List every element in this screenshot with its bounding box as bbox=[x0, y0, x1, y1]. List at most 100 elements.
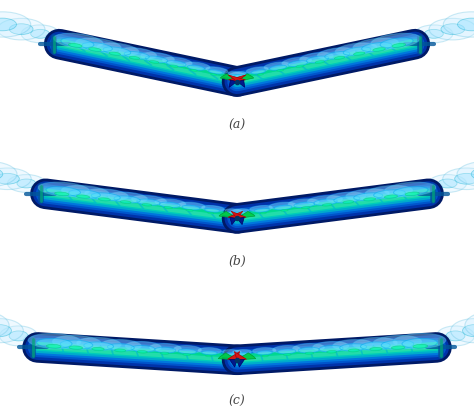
Ellipse shape bbox=[160, 352, 169, 354]
Ellipse shape bbox=[371, 33, 420, 49]
Polygon shape bbox=[230, 218, 237, 225]
Ellipse shape bbox=[381, 340, 414, 349]
Ellipse shape bbox=[277, 349, 296, 354]
Ellipse shape bbox=[89, 47, 101, 51]
Ellipse shape bbox=[465, 311, 474, 339]
Ellipse shape bbox=[273, 346, 300, 353]
Ellipse shape bbox=[0, 318, 23, 343]
Ellipse shape bbox=[178, 349, 197, 354]
Ellipse shape bbox=[314, 199, 337, 205]
Ellipse shape bbox=[234, 211, 246, 215]
Ellipse shape bbox=[415, 25, 453, 43]
Polygon shape bbox=[228, 211, 243, 218]
Ellipse shape bbox=[364, 198, 376, 201]
Ellipse shape bbox=[269, 65, 287, 70]
Ellipse shape bbox=[163, 57, 192, 66]
Ellipse shape bbox=[408, 35, 422, 42]
Ellipse shape bbox=[269, 202, 296, 209]
Ellipse shape bbox=[23, 333, 52, 349]
Ellipse shape bbox=[53, 335, 101, 349]
Ellipse shape bbox=[380, 38, 413, 48]
Ellipse shape bbox=[325, 52, 350, 59]
Ellipse shape bbox=[91, 193, 120, 200]
Polygon shape bbox=[234, 351, 246, 360]
Polygon shape bbox=[237, 211, 255, 218]
Ellipse shape bbox=[353, 337, 397, 350]
Ellipse shape bbox=[52, 35, 66, 42]
Ellipse shape bbox=[150, 61, 159, 63]
Ellipse shape bbox=[225, 353, 238, 356]
Ellipse shape bbox=[108, 192, 147, 203]
Ellipse shape bbox=[373, 47, 385, 51]
Ellipse shape bbox=[38, 182, 90, 197]
Ellipse shape bbox=[393, 333, 446, 349]
Polygon shape bbox=[228, 351, 240, 360]
Polygon shape bbox=[218, 353, 237, 360]
Ellipse shape bbox=[451, 318, 474, 343]
Polygon shape bbox=[228, 75, 246, 81]
Ellipse shape bbox=[236, 353, 249, 356]
Polygon shape bbox=[237, 353, 256, 360]
Ellipse shape bbox=[164, 206, 173, 209]
Ellipse shape bbox=[317, 47, 355, 59]
Ellipse shape bbox=[137, 199, 160, 205]
Ellipse shape bbox=[250, 205, 273, 211]
Ellipse shape bbox=[441, 24, 465, 35]
Ellipse shape bbox=[186, 209, 193, 211]
Ellipse shape bbox=[288, 199, 319, 207]
Ellipse shape bbox=[443, 12, 474, 37]
Ellipse shape bbox=[353, 38, 399, 52]
Ellipse shape bbox=[101, 339, 141, 351]
Ellipse shape bbox=[142, 204, 152, 206]
Ellipse shape bbox=[340, 344, 366, 351]
Polygon shape bbox=[237, 80, 245, 87]
Ellipse shape bbox=[246, 67, 268, 74]
Ellipse shape bbox=[206, 355, 212, 357]
Ellipse shape bbox=[150, 344, 182, 352]
Ellipse shape bbox=[424, 29, 443, 38]
Ellipse shape bbox=[187, 65, 205, 70]
Ellipse shape bbox=[228, 71, 246, 77]
Ellipse shape bbox=[119, 47, 157, 59]
Ellipse shape bbox=[61, 38, 94, 48]
Ellipse shape bbox=[305, 352, 314, 354]
Ellipse shape bbox=[69, 346, 82, 349]
Ellipse shape bbox=[362, 43, 392, 52]
Ellipse shape bbox=[85, 189, 128, 201]
Ellipse shape bbox=[346, 189, 389, 201]
Ellipse shape bbox=[8, 175, 46, 192]
Ellipse shape bbox=[319, 346, 343, 352]
Ellipse shape bbox=[277, 69, 284, 71]
Ellipse shape bbox=[281, 209, 288, 211]
Ellipse shape bbox=[228, 71, 246, 77]
Ellipse shape bbox=[60, 340, 93, 349]
Ellipse shape bbox=[306, 56, 328, 63]
Polygon shape bbox=[237, 74, 254, 81]
Ellipse shape bbox=[288, 61, 308, 66]
Ellipse shape bbox=[413, 344, 428, 348]
Ellipse shape bbox=[334, 56, 345, 59]
Ellipse shape bbox=[155, 347, 176, 353]
Ellipse shape bbox=[455, 173, 474, 184]
Ellipse shape bbox=[9, 24, 33, 35]
Ellipse shape bbox=[146, 56, 168, 63]
Polygon shape bbox=[219, 211, 237, 218]
Ellipse shape bbox=[201, 205, 224, 211]
Ellipse shape bbox=[301, 206, 310, 209]
Ellipse shape bbox=[69, 190, 100, 198]
Ellipse shape bbox=[257, 74, 264, 75]
Ellipse shape bbox=[296, 65, 304, 67]
Ellipse shape bbox=[274, 205, 292, 210]
Ellipse shape bbox=[365, 185, 412, 199]
Ellipse shape bbox=[184, 62, 210, 70]
Ellipse shape bbox=[182, 205, 200, 210]
Ellipse shape bbox=[97, 43, 139, 56]
Ellipse shape bbox=[228, 211, 240, 215]
Ellipse shape bbox=[129, 56, 140, 59]
Ellipse shape bbox=[183, 354, 191, 356]
Ellipse shape bbox=[254, 209, 269, 212]
Ellipse shape bbox=[82, 43, 112, 52]
Ellipse shape bbox=[190, 69, 197, 71]
Ellipse shape bbox=[131, 195, 167, 205]
Ellipse shape bbox=[392, 346, 405, 349]
